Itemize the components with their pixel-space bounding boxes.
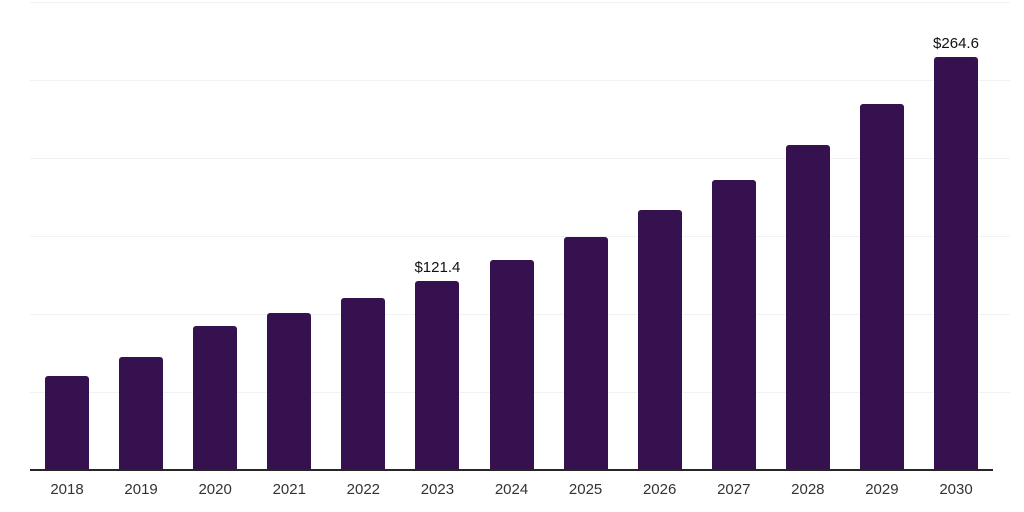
x-tick-label-2024: 2024 [494, 481, 529, 498]
bar-2018 [45, 375, 89, 470]
bar-2025 [563, 236, 608, 470]
gridline-200 [30, 158, 1010, 159]
gridline-150 [30, 236, 1010, 237]
x-tick-label-2022: 2022 [346, 481, 381, 498]
bar-2029 [859, 103, 904, 470]
x-tick-label-2019: 2019 [124, 481, 158, 498]
x-tick-label-2023: 2023 [420, 481, 455, 498]
bar-value-label-2023: $121.4 [414, 258, 461, 276]
x-tick-label-2018: 2018 [50, 481, 84, 498]
bar-2028 [785, 144, 830, 470]
x-tick-label-2025: 2025 [568, 481, 603, 498]
bar-2021 [267, 313, 312, 470]
x-tick-label-2028: 2028 [791, 481, 825, 498]
bar-value-label-2030: $264.6 [933, 35, 979, 53]
bar-2022 [341, 297, 386, 470]
x-tick-label-2029: 2029 [865, 481, 899, 498]
x-tick-label-2020: 2020 [198, 481, 232, 498]
x-tick-label-2021: 2021 [272, 481, 306, 498]
gridline-250 [30, 80, 1010, 81]
bar-2027 [711, 179, 756, 470]
bar-2030 [934, 57, 978, 470]
x-tick-label-2027: 2027 [717, 481, 751, 498]
x-tick-label-2026: 2026 [642, 481, 677, 498]
x-axis-line [30, 469, 993, 471]
bar-2026 [637, 209, 682, 470]
bar-2024 [489, 259, 534, 470]
bar-2023 [415, 280, 460, 470]
gridline-300 [30, 2, 1010, 3]
x-tick-label-2030: 2030 [939, 481, 973, 498]
bar-2019 [119, 357, 164, 470]
bar-2020 [193, 326, 238, 470]
